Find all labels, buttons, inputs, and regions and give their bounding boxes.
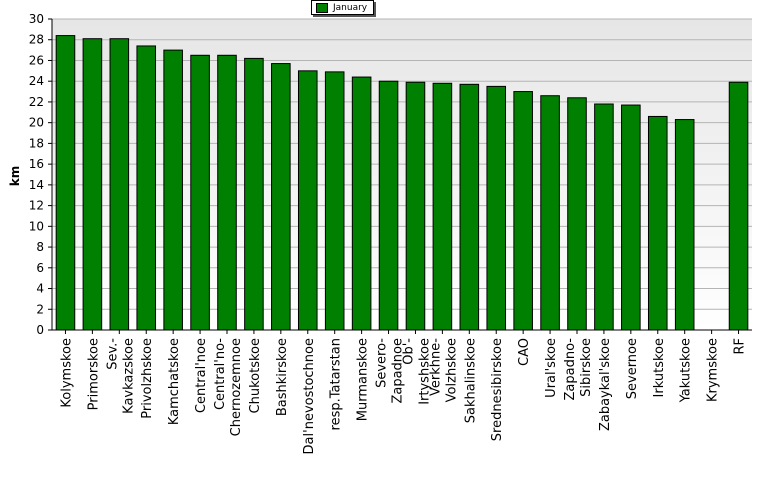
y-tick-label: 2 xyxy=(36,302,44,316)
y-tick-label: 20 xyxy=(29,116,44,130)
bar xyxy=(82,38,103,331)
bar xyxy=(486,85,507,331)
y-tick-label: 26 xyxy=(29,53,44,67)
bar xyxy=(540,95,560,331)
bar xyxy=(271,63,291,331)
bar xyxy=(163,49,183,331)
x-tick-label: Sibirskoe xyxy=(579,338,594,397)
x-tick-label: Primorskoe xyxy=(86,338,101,410)
x-tick-label: Sev.- xyxy=(105,338,120,370)
y-tick-label: 24 xyxy=(29,74,44,88)
bar xyxy=(432,82,453,331)
x-tick-label: Kavkazskoe xyxy=(121,338,136,414)
x-tick-label: Dal'nevostochnoe xyxy=(302,338,317,454)
bar xyxy=(621,104,641,331)
x-tick-label: Yakutskoe xyxy=(679,338,694,403)
x-tick-label: Chukotskoe xyxy=(248,338,263,413)
x-tick-label: Central'no- xyxy=(213,338,228,410)
x-tick-label: Irtyshskoe xyxy=(417,338,432,405)
bars xyxy=(55,35,749,331)
plot-area xyxy=(52,19,752,330)
y-tick-label: 6 xyxy=(36,261,44,275)
y-tick-label: 0 xyxy=(36,323,44,337)
y-tick-label: 22 xyxy=(29,95,44,109)
x-tick-label: Severo- xyxy=(375,338,390,388)
bar xyxy=(351,76,372,331)
bar xyxy=(405,81,426,331)
y-tick-label: 10 xyxy=(29,219,44,233)
bar xyxy=(567,97,587,331)
x-tick-label: Severnoe xyxy=(625,338,640,399)
x-tick-label: Ural'skoe xyxy=(544,338,559,398)
bar xyxy=(244,57,264,331)
bar xyxy=(459,83,480,331)
x-tick-label: resp.Tatarstan xyxy=(329,338,344,430)
legend-label: January xyxy=(333,2,368,13)
bar xyxy=(324,71,345,331)
x-tick-label: Chernozemnoe xyxy=(229,338,244,436)
y-tick-label: 16 xyxy=(29,157,44,171)
x-tick-label: Murmanskoe xyxy=(356,338,371,421)
bar xyxy=(728,81,749,331)
y-tick-label: 8 xyxy=(36,240,44,254)
bar xyxy=(594,103,614,331)
y-tick-label: 4 xyxy=(36,282,44,296)
y-tick-label: 30 xyxy=(29,12,44,26)
bar xyxy=(674,119,695,331)
x-tick-label: Krymskoe xyxy=(706,338,721,402)
bar xyxy=(109,38,130,331)
y-tick-label: 12 xyxy=(29,199,44,213)
bar xyxy=(513,91,533,331)
x-tick-label: Bashkirskoe xyxy=(275,338,290,416)
x-tick-label: Zapadno- xyxy=(563,338,578,401)
x-tick-label: CAO xyxy=(517,338,532,366)
x-tick-label: RF xyxy=(733,338,748,355)
legend: January xyxy=(311,0,375,15)
x-tick-label: Central'noe xyxy=(194,338,209,413)
x-tick-labels: Kolymskoe Primorskoe Sev.- Kavkazskoe Privol… xyxy=(59,330,748,454)
x-tick-label: Ob'- xyxy=(401,338,416,365)
bar xyxy=(297,70,318,331)
x-tick-label: Zabaykal'skoe xyxy=(598,338,613,431)
bar xyxy=(55,35,76,331)
y-tick-label: 18 xyxy=(29,136,44,150)
bar xyxy=(378,80,399,331)
x-tick-label: Zapadnoe xyxy=(391,338,406,404)
x-tick-label: Volzhskoe xyxy=(444,338,459,402)
y-tick-label: 14 xyxy=(29,178,44,192)
legend-swatch xyxy=(316,2,328,13)
bar xyxy=(136,45,157,331)
bar xyxy=(647,115,668,331)
y-tick-label: 28 xyxy=(29,33,44,47)
bar xyxy=(217,54,237,331)
x-tick-label: Kolymskoe xyxy=(59,338,74,408)
x-tick-label: Srednesibirskoe xyxy=(490,338,505,441)
x-tick-label: Kamchatskoe xyxy=(167,338,182,425)
x-tick-label: Sakhalinskoe xyxy=(463,338,478,423)
y-axis-label: km xyxy=(8,166,22,186)
bar xyxy=(190,54,210,331)
x-tick-label: Verkhne- xyxy=(428,338,443,396)
x-tick-label: Privolzhskoe xyxy=(140,338,155,419)
x-tick-label: Irkutskoe xyxy=(652,338,667,397)
